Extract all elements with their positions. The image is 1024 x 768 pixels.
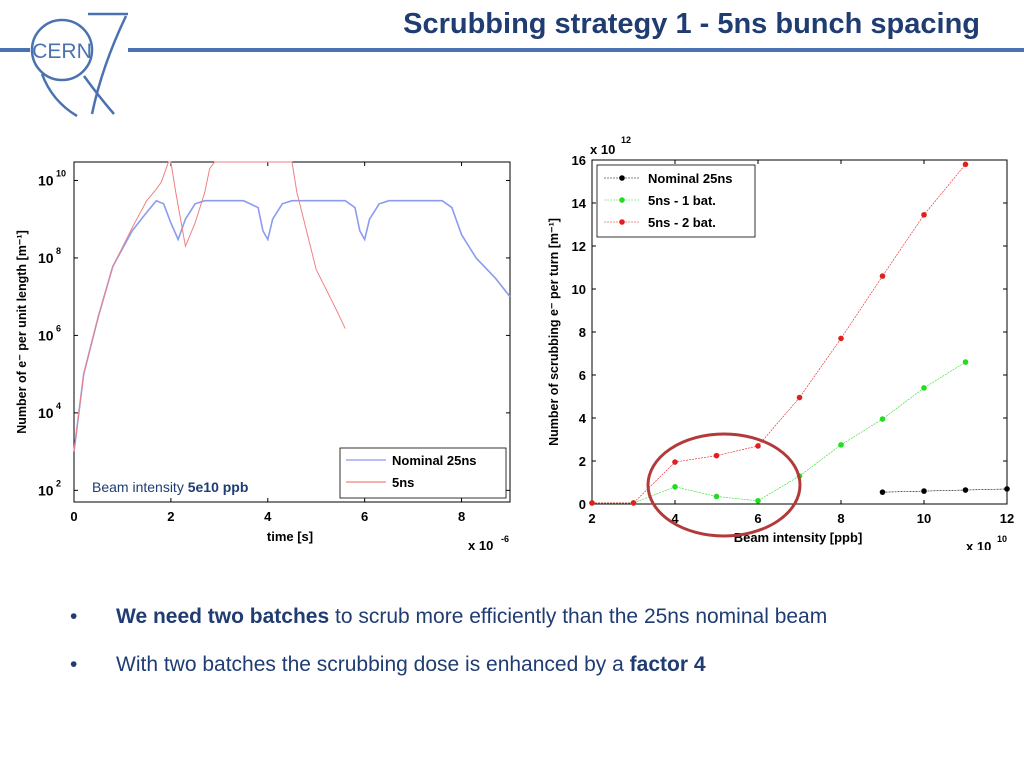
x-tick-label: 4 [671, 511, 679, 526]
bullet-1-emphasis: We need two batches [116, 605, 330, 628]
title-accent-line-right [128, 48, 1024, 52]
series-line-5ns-1-bat [592, 361, 966, 504]
series-line-5ns-2-bat [592, 164, 966, 504]
legend-swatch-marker [619, 175, 625, 181]
legend-label: Nominal 25ns [392, 453, 477, 468]
x-tick-label: 8 [837, 511, 844, 526]
page-title: Scrubbing strategy 1 - 5ns bunch spacing [403, 8, 980, 40]
data-point-5ns-2-bat [672, 459, 678, 465]
y-tick-exponent: 2 [56, 478, 61, 488]
legend: Nominal 25ns 5ns - 1 bat. 5ns - 2 bat. [596, 164, 756, 238]
x-tick-label: 12 [1000, 511, 1014, 526]
y-tick-label: 10 [38, 482, 54, 498]
series-line-5ns [73, 161, 346, 452]
legend: Nominal 25ns 5ns [339, 447, 507, 499]
y-scale-label: x 10 [590, 142, 615, 157]
legend-label: 5ns - 1 bat. [648, 193, 716, 208]
y-tick-label: 4 [579, 411, 587, 426]
beam-intensity-annotation: Beam intensity 5e10 ppb [92, 479, 248, 495]
x-tick-label: 10 [917, 511, 931, 526]
bullet-2-emphasis: factor 4 [629, 653, 706, 676]
y-tick-label: 0 [579, 497, 586, 512]
highlight-ellipse [646, 432, 802, 538]
data-point-5ns-2-bat [630, 500, 637, 506]
x-scale-label: x 10 [468, 538, 493, 553]
x-tick-label: 6 [361, 509, 368, 524]
x-scale-exponent: -6 [501, 534, 509, 544]
data-point-5ns-1-bat [838, 442, 844, 448]
y-tick-label: 14 [572, 196, 587, 211]
y-axis-label: Number of scrubbing e⁻ per turn [m⁻¹] [547, 218, 561, 446]
x-tick-label: 2 [588, 511, 595, 526]
bullet-item-1: • We need two batches to scrub more effi… [70, 605, 827, 631]
x-tick-label: 0 [70, 509, 77, 524]
data-point-5ns-2-bat [838, 335, 844, 342]
y-tick-label: 8 [579, 325, 586, 340]
annotation-value: 5e10 ppb [188, 479, 249, 495]
y-tick-label: 10 [38, 405, 54, 421]
data-point-5ns-2-bat [796, 394, 803, 401]
bullet-marker: • [70, 605, 78, 628]
data-point-5ns-1-bat [755, 497, 761, 504]
y-tick-label: 12 [572, 239, 586, 254]
bullet-item-2: • With two batches the scrubbing dose is… [70, 653, 827, 679]
y-tick-exponent: 4 [56, 401, 61, 411]
y-tick-label: 6 [579, 368, 586, 383]
bullet-marker: • [70, 653, 78, 676]
y-scale-exponent: 12 [621, 135, 631, 145]
data-point-5ns-1-bat [962, 359, 969, 365]
y-tick-exponent: 8 [56, 246, 61, 256]
x-scale-exponent: 10 [997, 534, 1007, 544]
y-tick-label: 10 [38, 172, 54, 188]
series-line-nominal-25ns [882, 488, 1008, 493]
legend-label: 5ns [392, 475, 414, 490]
data-point-nominal-25ns [879, 489, 886, 495]
bullet-1-text: to scrub more efficiently than the 25ns … [329, 605, 828, 628]
data-point-5ns-1-bat [672, 484, 678, 490]
data-point-5ns-2-bat [713, 452, 720, 459]
bullet-list: • We need two batches to scrub more effi… [70, 605, 827, 701]
y-tick-label: 10 [38, 327, 54, 343]
x-axis-label: Beam intensity [ppb] [734, 530, 863, 545]
legend-swatch-marker [619, 219, 625, 225]
y-axis-label: Number of e⁻ per unit length [m⁻¹] [15, 230, 29, 433]
y-tick-label: 16 [572, 153, 586, 168]
y-tick-label: 10 [572, 282, 586, 297]
series-line-nominal-25ns [73, 199, 511, 452]
legend-label: 5ns - 2 bat. [648, 215, 716, 230]
data-point-5ns-2-bat [879, 273, 886, 279]
x-tick-label: 4 [264, 509, 272, 524]
data-point-nominal-25ns [921, 488, 927, 494]
data-point-5ns-1-bat [921, 385, 927, 391]
x-tick-label: 6 [754, 511, 761, 526]
data-point-5ns-1-bat [713, 493, 720, 500]
plot-frame [73, 161, 511, 503]
title-accent-line-left [0, 48, 30, 52]
data-point-5ns-1-bat [879, 416, 886, 422]
y-tick-label: 2 [579, 454, 586, 469]
y-tick-label: 10 [38, 250, 54, 266]
x-tick-label: 2 [167, 509, 174, 524]
cern-logo-text: CERN [32, 40, 92, 63]
annotation-text: Beam intensity [92, 479, 188, 495]
y-tick-exponent: 10 [56, 168, 66, 178]
x-scale-label: x 10 [966, 539, 991, 550]
data-point-nominal-25ns [962, 487, 969, 493]
x-tick-label: 8 [458, 509, 465, 524]
legend-swatch-marker [619, 197, 625, 203]
data-point-5ns-2-bat [589, 500, 595, 506]
cern-logo: CERN [30, 12, 128, 118]
data-point-5ns-2-bat [962, 161, 969, 168]
bullet-2-text: With two batches the scrubbing dose is e… [116, 653, 630, 676]
data-point-5ns-2-bat [921, 212, 927, 218]
legend-label: Nominal 25ns [648, 171, 733, 186]
x-axis-label: time [s] [267, 529, 313, 544]
data-point-5ns-2-bat [755, 443, 761, 449]
data-point-nominal-25ns [1004, 486, 1010, 492]
y-tick-exponent: 6 [56, 323, 61, 333]
legend-box [339, 447, 507, 499]
